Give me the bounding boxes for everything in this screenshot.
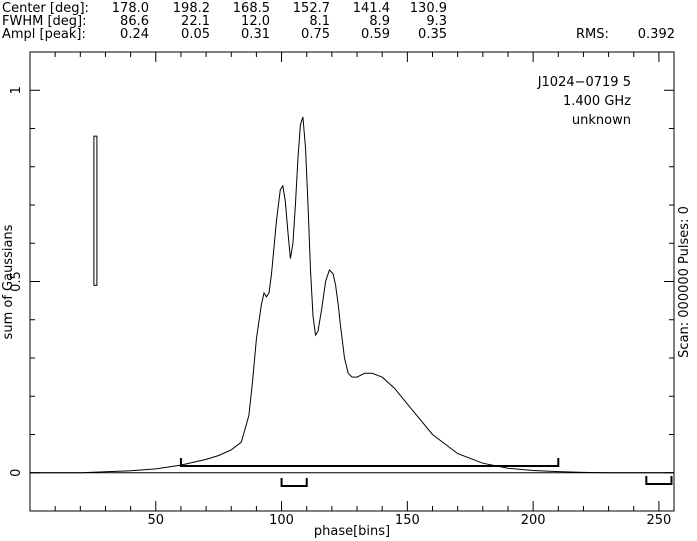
window-bracket <box>280 478 308 487</box>
header-row-label: Ampl [peak]: <box>2 27 86 42</box>
header-value: 0.05 <box>181 27 210 42</box>
x-tick-label: 150 <box>395 513 420 528</box>
chart-marks <box>30 116 674 487</box>
header-row-label: Center [deg]: <box>2 1 89 16</box>
x-tick-label: 250 <box>646 513 671 528</box>
rms-label: RMS: <box>576 27 609 42</box>
y-tick-label: 0.5 <box>9 271 24 292</box>
header-value: 86.6 <box>120 14 149 29</box>
header-value: 152.7 <box>293 1 330 16</box>
frequency-label: 1.400 GHz <box>563 94 631 109</box>
header-value: 8.9 <box>369 14 390 29</box>
scan-pulses-label: Scan: 000000 Pulses: 0 <box>677 206 692 358</box>
y-tick-label: 1 <box>9 86 24 94</box>
y-axis-label: sum of Gaussians <box>1 224 16 339</box>
header-value: 168.5 <box>233 1 270 16</box>
header-value: 0.24 <box>120 27 149 42</box>
header-value: 0.75 <box>301 27 330 42</box>
window-bracket <box>179 458 560 467</box>
header-value: 0.59 <box>361 27 390 42</box>
header-value: 130.9 <box>410 1 447 16</box>
header-row-label: FWHM [deg]: <box>2 14 86 29</box>
header-value: 178.0 <box>112 1 149 16</box>
profile-curve <box>30 116 674 474</box>
y-tick-label: 0 <box>9 469 24 477</box>
header-value: 0.35 <box>418 27 447 42</box>
header-value: 0.31 <box>241 27 270 42</box>
header-value: 8.1 <box>309 14 330 29</box>
header-value: 9.3 <box>426 14 447 29</box>
header-value: 198.2 <box>173 1 210 16</box>
header-value: 22.1 <box>181 14 210 29</box>
header-value: 12.0 <box>241 14 270 29</box>
rms-value: 0.392 <box>638 27 675 42</box>
rms-error-bar <box>93 135 98 286</box>
x-tick-label: 50 <box>148 513 165 528</box>
gaussian-parameters-table: Center [deg]: 178.0 198.2 168.5 152.7 141.4 13… <box>2 1 447 42</box>
window-bracket <box>645 476 673 485</box>
x-tick-label: 200 <box>521 513 546 528</box>
status-label: unknown <box>572 113 631 128</box>
header-value: 141.4 <box>353 1 390 16</box>
x-tick-label: 100 <box>269 513 294 528</box>
source-name: J1024−0719 5 <box>537 75 631 90</box>
x-axis-label: phase[bins] <box>314 524 390 539</box>
